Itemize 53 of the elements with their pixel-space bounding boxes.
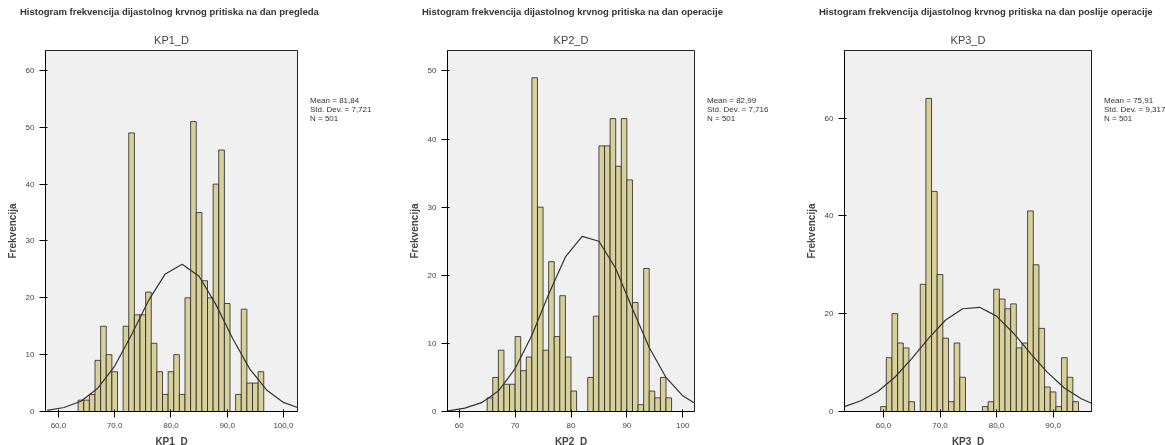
chart-title: Histogram frekvencija dijastolnog krvnog pritiska na dan poslije operacije [819, 5, 1153, 19]
y-tick-label: 40 [824, 211, 835, 221]
x-tick-label: 60,0 [50, 420, 67, 430]
y-tick-label: 60 [824, 113, 835, 123]
y-tick-label: 0 [30, 407, 36, 416]
y-tick-label: 60 [25, 65, 36, 75]
y-tick-label: 0 [829, 407, 835, 416]
text: N = 501 [707, 114, 736, 124]
x-tick-label: 80 [566, 420, 576, 430]
chart-subtitle: KP1_D [154, 33, 189, 46]
text: N = 501 [1104, 114, 1133, 124]
chart-subtitle: KP2_D [553, 33, 589, 46]
x-axis-title: KP2_D [554, 435, 588, 445]
x-tick-label: 70,0 [932, 420, 949, 430]
x-tick-label: 80,0 [988, 420, 1005, 430]
y-tick-label: 40 [25, 179, 36, 189]
chart-subtitle: KP3_D [950, 33, 986, 46]
y-tick-label: 50 [427, 66, 438, 76]
x-tick-label: 70 [510, 420, 521, 430]
x-tick-label: 90,0 [219, 420, 236, 430]
y-axis-title: Frekvencija [408, 203, 420, 259]
x-tick-label: 60,0 [875, 420, 892, 430]
x-axis-title: KP1_D [155, 435, 188, 445]
chart-title: Histogram frekvencija dijastolnog krvnog pritiska na dan operacije [422, 5, 723, 19]
y-tick-label: 30 [25, 236, 36, 246]
x-tick-label: 70,0 [106, 420, 124, 430]
y-tick-label: 20 [824, 309, 835, 319]
y-tick-label: 20 [427, 270, 438, 280]
text: Std. Dev. = 7,716 [707, 105, 769, 115]
y-tick-label: 50 [25, 122, 36, 132]
y-axis-title: Frekvencija [805, 203, 817, 259]
x-tick-label: 100 [676, 420, 690, 430]
x-tick-label: 90,0 [1045, 420, 1062, 430]
x-tick-label: 80,0 [163, 420, 180, 430]
x-tick-label: 90 [622, 420, 632, 430]
y-tick-label: 20 [25, 293, 36, 303]
y-tick-label: 10 [427, 338, 438, 348]
y-tick-label: 30 [427, 202, 438, 212]
y-tick-label: 0 [432, 407, 438, 416]
y-axis-title: Frekvencija [6, 203, 18, 259]
chart-title: Histogram frekvencija dijastolnog krvnog pritiska na dan pregleda [20, 5, 319, 19]
x-tick-label: 100,0 [273, 420, 294, 430]
text: Std. Dev. = 7,721 [310, 105, 372, 115]
text: Mean = 81,84 [310, 96, 360, 105]
line-series [844, 306, 1092, 408]
y-tick-label: 40 [427, 134, 438, 144]
y-tick-label: 10 [25, 350, 36, 360]
text: Std. Dev. = 9,317 [1104, 105, 1165, 115]
text: Mean = 82,99 [707, 96, 757, 105]
text: N = 501 [310, 114, 339, 124]
text: Mean = 75,91 [1104, 96, 1154, 105]
x-axis-title: KP3_D [951, 435, 985, 445]
x-tick-label: 60 [454, 420, 465, 430]
